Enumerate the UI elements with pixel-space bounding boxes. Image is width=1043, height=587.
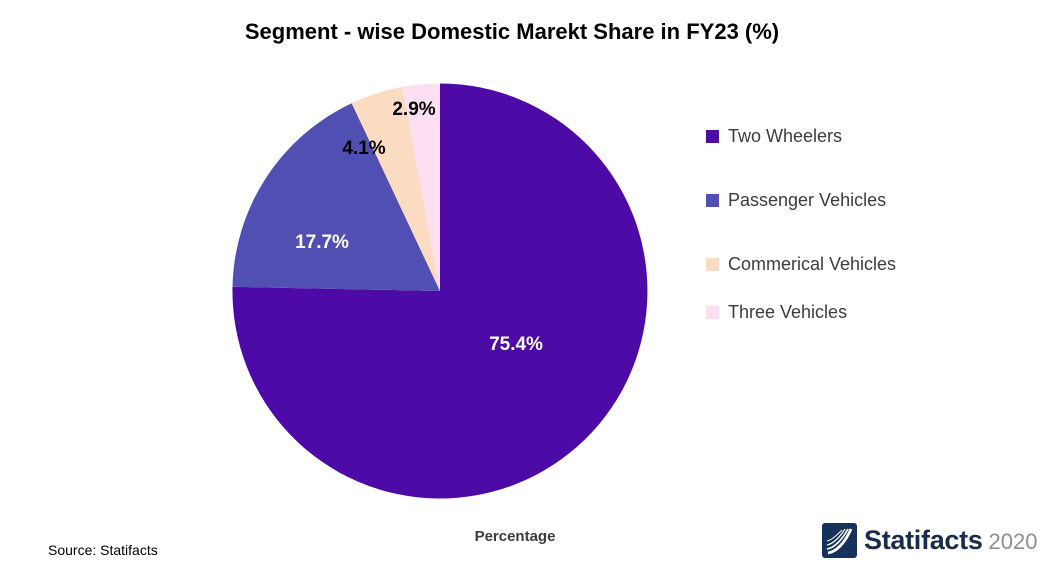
legend-label-three-vehicles: Three Vehicles [728, 301, 848, 322]
legend-swatch-two-wheelers [706, 129, 719, 143]
legend-label-commerical-vehicles: Commerical Vehicles [728, 253, 897, 274]
pie-slice-three-vehicles [402, 83, 440, 292]
brand-year: 2020 [988, 529, 1038, 554]
value-label-two-wheelers: 75.4% [489, 334, 543, 355]
source-note: Source: Statifacts [48, 542, 158, 558]
legend-label-two-wheelers: Two Wheelers [728, 125, 843, 146]
legend-item-two-wheelers: Two Wheelers [706, 126, 842, 146]
statifacts-logo-icon [822, 523, 857, 558]
legend-item-commerical-vehicles: Commerical Vehicles [706, 254, 896, 274]
brand-logo: Statifacts 2020 [822, 523, 1038, 558]
brand-name: Statifacts [864, 525, 983, 555]
legend-swatch-three-vehicles [706, 305, 719, 319]
pie-slice-passenger-vehicles [232, 103, 440, 291]
legend-item-passenger-vehicles: Passenger Vehicles [706, 190, 886, 210]
value-label-passenger-vehicles: 17.7% [295, 232, 349, 253]
pie-slice-two-wheelers [232, 83, 648, 499]
value-label-commerical-vehicles: 4.1% [342, 138, 385, 159]
legend-swatch-commerical-vehicles [706, 257, 719, 271]
legend-item-three-vehicles: Three Vehicles [706, 302, 847, 322]
legend-label-passenger-vehicles: Passenger Vehicles [728, 189, 887, 210]
chart-title: Segment - wise Domestic Marekt Share in … [244, 19, 780, 44]
value-label-three-vehicles: 2.9% [392, 99, 435, 120]
legend-swatch-passenger-vehicles [706, 193, 719, 207]
pie-slice-commerical-vehicles [351, 86, 440, 292]
axis-label-percentage: Percentage [474, 528, 556, 545]
